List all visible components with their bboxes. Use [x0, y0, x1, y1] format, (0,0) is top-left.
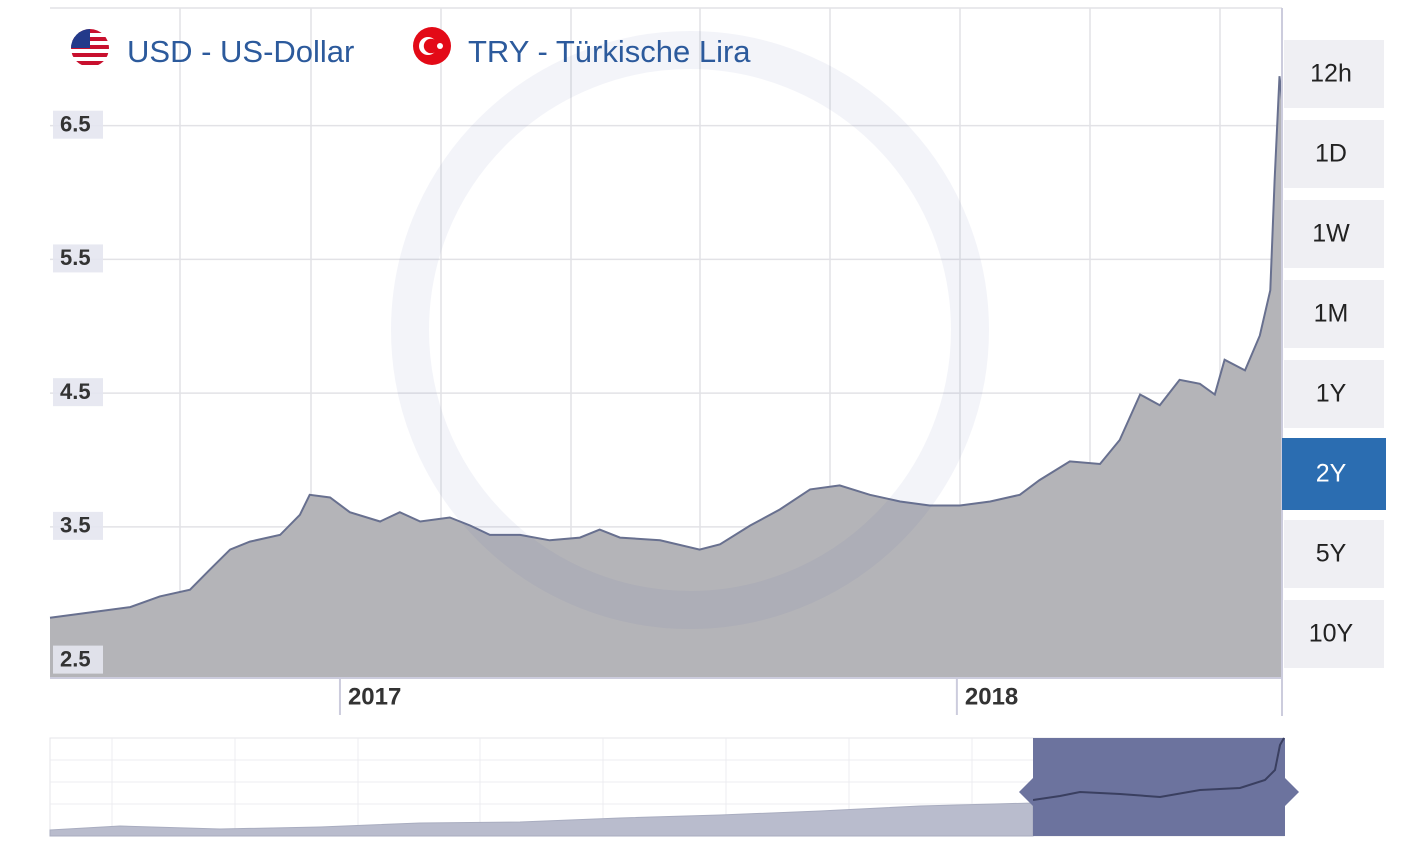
y-tick-label-bg [53, 378, 103, 407]
button-bg [1284, 360, 1384, 428]
legend-entry: USD - US-Dollar [127, 34, 354, 69]
data-layer [49, 76, 1283, 678]
range-button[interactable]: 1Y [1284, 360, 1384, 428]
watermark [391, 31, 989, 629]
range-button[interactable]: 10Y [1284, 600, 1384, 668]
x-tick-label: 2018 [965, 683, 1018, 710]
label-layer: 2.5 3.5 4.5 5.5 6.5 2017 2018 [53, 110, 1018, 715]
x-tick-label: 2017 [348, 683, 401, 710]
button-label[interactable]: 1Y [1316, 380, 1347, 408]
button-bg [1282, 438, 1386, 510]
button-label[interactable]: 2Y [1316, 460, 1347, 488]
range-button[interactable]: 2Y [1282, 438, 1386, 510]
button-bg [1284, 520, 1384, 588]
range-buttons: 12h 1D 1W 1M 1Y 2Y 5Y 10Y [1282, 40, 1386, 668]
y-tick-label-bg [53, 645, 103, 674]
line [49, 76, 1283, 619]
y-tick-label-bg [53, 110, 103, 139]
us-flag [71, 29, 109, 67]
button-bg [1284, 280, 1384, 348]
y-tick-label: 4.5 [60, 379, 91, 404]
y-tick-label: 3.5 [60, 513, 91, 538]
y-tick-label: 5.5 [60, 245, 91, 270]
range-button[interactable]: 1W [1284, 200, 1384, 268]
area-fill [50, 76, 1282, 678]
y-tick-label: 6.5 [60, 111, 91, 136]
range-button[interactable]: 1D [1284, 120, 1384, 188]
y-tick-label-bg [53, 511, 103, 540]
button-label[interactable]: 10Y [1309, 620, 1354, 648]
y-tick-label-bg [53, 244, 103, 273]
button-label[interactable]: 1W [1312, 220, 1350, 248]
button-bg [1284, 120, 1384, 188]
button-bg [1284, 40, 1384, 108]
button-label[interactable]: 1M [1314, 300, 1349, 328]
button-bg [1284, 600, 1384, 668]
y-tick-label: 2.5 [60, 646, 91, 671]
range-button[interactable]: 1M [1284, 280, 1384, 348]
button-label[interactable]: 12h [1310, 60, 1352, 88]
button-label[interactable]: 5Y [1316, 540, 1347, 568]
legend-entry: TRY - Türkische Lira [468, 34, 751, 69]
tr-flag [413, 27, 451, 65]
range-button[interactable]: 12h [1284, 40, 1384, 108]
button-label[interactable]: 1D [1315, 140, 1347, 168]
navigator [49, 737, 1299, 837]
legend: USD - US-Dollar TRY - Türkische Lira [71, 27, 751, 69]
button-bg [1284, 200, 1384, 268]
range-button[interactable]: 5Y [1284, 520, 1384, 588]
